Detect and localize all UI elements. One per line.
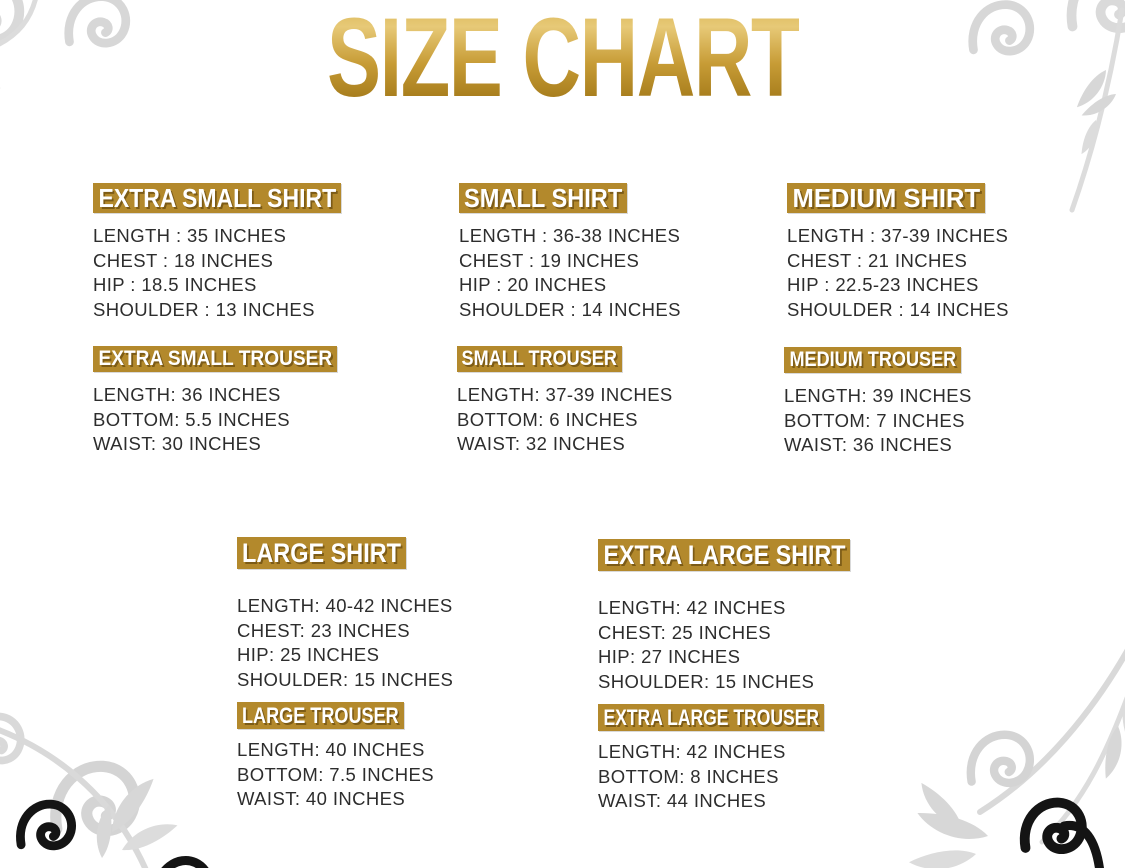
size-card-medium-shirt: MEDIUM SHIRT LENGTH : 37-39 INCHES CHEST… [787,183,1009,322]
size-heading-bar: MEDIUM TROUSER [784,347,961,373]
measurement-list: LENGTH: 40-42 INCHES CHEST: 23 INCHES HI… [237,594,453,692]
size-card-medium-trouser: MEDIUM TROUSER LENGTH: 39 INCHES BOTTOM:… [784,347,972,458]
measurement-list: LENGTH : 37-39 INCHES CHEST : 21 INCHES … [787,224,1009,322]
measurement-line: WAIST: 30 INCHES [93,433,262,454]
size-heading-bar: MEDIUM SHIRT [787,183,985,213]
measurement-line: LENGTH: 37-39 INCHES [457,384,673,405]
measurement-line: LENGTH : 35 INCHES [93,225,287,246]
measurement-line: SHOULDER: 15 INCHES [237,668,454,690]
measurement-list: LENGTH: 40 INCHES BOTTOM: 7.5 INCHES WAI… [237,738,434,812]
size-heading-label: LARGE SHIRT [242,537,402,568]
floral-flourish-black-swirl-icon [0,682,209,868]
measurement-line: WAIST: 36 INCHES [784,434,953,455]
measurement-list: LENGTH: 39 INCHES BOTTOM: 7 INCHES WAIST… [784,384,972,458]
measurement-line: HIP: 27 INCHES [598,646,741,667]
measurement-line: CHEST: 25 INCHES [598,621,771,643]
measurement-line: CHEST : 18 INCHES [93,249,274,271]
size-card-small-shirt: SMALL SHIRT LENGTH : 36-38 INCHES CHEST … [459,183,681,322]
measurement-line: HIP: 25 INCHES [237,644,380,665]
measurement-line: LENGTH: 42 INCHES [598,597,786,618]
size-heading-label: LARGE TROUSER [242,702,399,728]
size-heading-bar: SMALL TROUSER [457,346,622,372]
size-heading-label: SMALL SHIRT [463,182,623,213]
size-heading-label: MEDIUM TROUSER [789,348,956,371]
size-card-small-trouser: SMALL TROUSER LENGTH: 37-39 INCHES BOTTO… [457,346,673,457]
measurement-line: LENGTH : 37-39 INCHES [787,225,1009,246]
measurement-line: HIP : 22.5-23 INCHES [787,274,979,295]
measurement-line: SHOULDER : 14 INCHES [459,298,681,320]
measurement-line: SHOULDER : 14 INCHES [787,298,1009,320]
measurement-line: SHOULDER: 15 INCHES [598,670,815,692]
size-heading-bar: LARGE TROUSER [237,702,404,729]
measurement-line: LENGTH: 39 INCHES [784,385,972,406]
measurement-list: LENGTH: 42 INCHES BOTTOM: 8 INCHES WAIST… [598,740,824,814]
measurement-line: LENGTH: 36 INCHES [93,384,281,405]
size-heading-bar: EXTRA LARGE SHIRT [598,539,850,571]
size-heading-label: EXTRA LARGE TROUSER [603,704,819,730]
size-heading-bar: SMALL SHIRT [459,183,627,213]
size-heading-label: EXTRA SMALL SHIRT [98,182,336,213]
measurement-line: LENGTH: 42 INCHES [598,741,786,762]
measurement-line: WAIST: 32 INCHES [457,433,626,454]
measurement-list: LENGTH : 35 INCHES CHEST : 18 INCHES HIP… [93,224,341,322]
measurement-line: BOTTOM: 7 INCHES [784,409,965,431]
floral-flourish-black-swirl-icon [908,648,1125,868]
measurement-line: SHOULDER : 13 INCHES [93,298,315,320]
measurement-line: LENGTH : 36-38 INCHES [459,225,681,246]
measurement-line: WAIST: 40 INCHES [237,788,406,809]
measurement-list: LENGTH: 36 INCHES BOTTOM: 5.5 INCHES WAI… [93,383,337,457]
size-heading-bar: EXTRA SMALL TROUSER [93,346,337,372]
size-heading-label: EXTRA SMALL TROUSER [98,347,332,370]
measurement-line: BOTTOM: 5.5 INCHES [93,408,291,430]
measurement-line: CHEST : 21 INCHES [787,249,968,271]
measurement-list: LENGTH: 42 INCHES CHEST: 25 INCHES HIP: … [598,596,850,694]
size-heading-label: MEDIUM SHIRT [792,182,980,213]
measurement-list: LENGTH: 37-39 INCHES BOTTOM: 6 INCHES WA… [457,383,673,457]
size-heading-bar: LARGE SHIRT [237,537,406,569]
measurement-line: BOTTOM: 8 INCHES [598,765,779,787]
measurement-line: HIP : 18.5 INCHES [93,274,257,295]
measurement-list: LENGTH : 36-38 INCHES CHEST : 19 INCHES … [459,224,681,322]
measurement-line: BOTTOM: 6 INCHES [457,408,638,430]
measurement-line: CHEST: 23 INCHES [237,619,410,641]
size-heading-label: SMALL TROUSER [461,347,618,370]
size-card-extra-large-trouser: EXTRA LARGE TROUSER LENGTH: 42 INCHES BO… [598,704,824,814]
size-heading-bar: EXTRA LARGE TROUSER [598,704,824,731]
measurement-line: LENGTH: 40-42 INCHES [237,595,453,616]
measurement-line: BOTTOM: 7.5 INCHES [237,763,435,785]
size-card-large-shirt: LARGE SHIRT LENGTH: 40-42 INCHES CHEST: … [237,537,453,692]
measurement-line: HIP : 20 INCHES [459,274,607,295]
measurement-line: CHEST : 19 INCHES [459,249,640,271]
size-card-extra-large-shirt: EXTRA LARGE SHIRT LENGTH: 42 INCHES CHES… [598,539,850,694]
measurement-line: LENGTH: 40 INCHES [237,739,425,760]
page-header: SIZE CHART [0,2,1125,114]
measurement-line: WAIST: 44 INCHES [598,790,767,811]
size-heading-label: EXTRA LARGE SHIRT [603,539,846,570]
size-card-extra-small-trouser: EXTRA SMALL TROUSER LENGTH: 36 INCHES BO… [93,346,337,457]
size-card-large-trouser: LARGE TROUSER LENGTH: 40 INCHES BOTTOM: … [237,702,434,812]
size-heading-bar: EXTRA SMALL SHIRT [93,183,341,213]
page-title: SIZE CHART [326,0,800,120]
size-card-extra-small-shirt: EXTRA SMALL SHIRT LENGTH : 35 INCHES CHE… [93,183,341,322]
